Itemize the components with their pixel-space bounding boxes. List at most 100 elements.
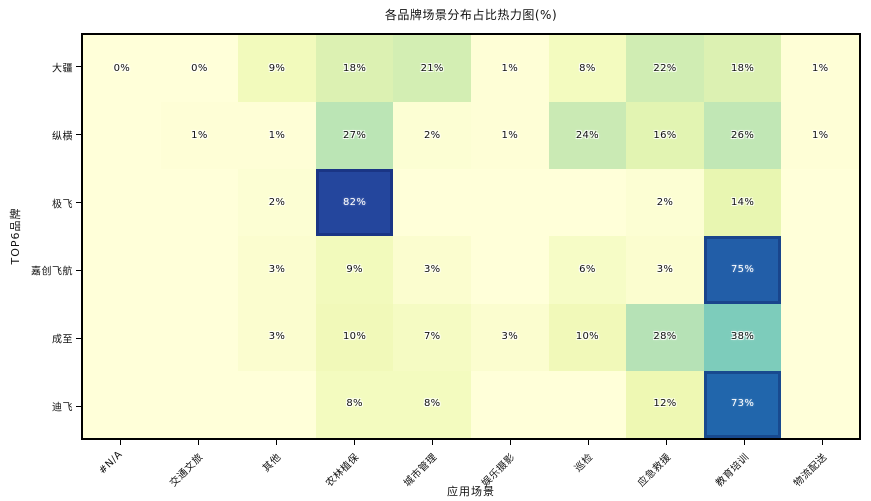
x-tick-label: #N/A: [97, 449, 125, 477]
heatmap-cell: 0%: [160, 35, 239, 103]
cell-value: 8%: [346, 398, 363, 410]
y-tick-mark: [76, 202, 81, 204]
cell-value: 3%: [501, 331, 519, 343]
y-tick-label: 极飞: [52, 199, 73, 211]
heatmap-cell: 12%: [626, 370, 704, 438]
heatmap-cell: 9%: [238, 35, 316, 103]
y-tick-label: 纵横: [52, 131, 73, 143]
heatmap-cell: 2%: [626, 169, 704, 237]
cell-value: 38%: [731, 331, 755, 343]
y-tick-mark: [76, 405, 81, 407]
heatmap-cell: 10%: [315, 303, 394, 371]
heatmap-cell: 8%: [315, 370, 394, 438]
y-tick-label: 大疆: [52, 63, 73, 75]
chart-title: 各品牌场景分布占比热力图(%): [384, 8, 558, 22]
heatmap-cell: [160, 303, 239, 371]
cell-value: 7%: [423, 331, 441, 343]
cell-value: 12%: [653, 398, 677, 410]
cell-value: 28%: [653, 331, 677, 343]
heatmap-cell: [781, 236, 859, 304]
cell-value: 1%: [501, 62, 519, 74]
heatmap-cell: [548, 169, 627, 237]
cell-value: 1%: [811, 129, 829, 141]
cell-value: 73%: [731, 398, 755, 410]
cell-value: 21%: [420, 62, 444, 74]
heatmap-cell: [83, 169, 161, 237]
y-tick-mark: [76, 66, 81, 68]
heatmap-cell: [470, 236, 549, 304]
heatmap-cell: [781, 169, 859, 237]
y-axis-title: TOP6品牌: [9, 207, 22, 265]
x-tick-mark: [197, 440, 199, 445]
cell-value: 3%: [268, 331, 286, 343]
heatmap-cell: [781, 303, 859, 371]
y-tick-label: 嘉创飞航: [31, 266, 73, 278]
cell-value: 9%: [346, 264, 363, 276]
heatmap-cell: 0%: [83, 35, 161, 103]
heatmap-cell: 75%: [703, 236, 782, 304]
cell-value: 8%: [579, 62, 596, 74]
cell-value: 18%: [343, 62, 367, 74]
heatmap-cell: 10%: [548, 303, 627, 371]
cell-value: 24%: [575, 129, 599, 141]
heatmap-cell: 18%: [315, 35, 394, 103]
heatmap-cell: [238, 370, 316, 438]
heatmap-cell: 18%: [703, 35, 782, 103]
heatmap-cell: 24%: [548, 102, 627, 170]
heatmap-cell: 22%: [626, 35, 704, 103]
heatmap-cell: 26%: [703, 102, 782, 170]
x-tick-mark: [353, 440, 355, 445]
x-tick-mark: [587, 440, 589, 445]
cell-value: 16%: [653, 129, 677, 141]
heatmap-cell: 28%: [626, 303, 704, 371]
cell-value: 2%: [268, 196, 286, 208]
heatmap-cell: 2%: [393, 102, 471, 170]
heatmap-cell: 6%: [548, 236, 627, 304]
heatmap-cell: 1%: [781, 35, 859, 103]
heatmap-cell: 27%: [315, 102, 394, 170]
heatmap-cell: 2%: [238, 169, 316, 237]
x-tick-mark: [119, 440, 121, 445]
heatmap-cell: [83, 236, 161, 304]
cell-value: 14%: [731, 196, 755, 208]
cell-value: 27%: [343, 129, 367, 141]
cell-value: 26%: [731, 129, 755, 141]
heatmap-cell: 73%: [703, 370, 782, 438]
heatmap-cell: 3%: [393, 236, 471, 304]
cell-value: 3%: [656, 264, 674, 276]
heatmap-cell: 8%: [393, 370, 471, 438]
cell-value: 22%: [653, 62, 677, 74]
heatmap-cell: [83, 303, 161, 371]
heatmap-cell: 1%: [470, 102, 549, 170]
cell-value: 75%: [731, 264, 755, 276]
x-tick-mark: [743, 440, 745, 445]
y-tick-label: 成至: [52, 334, 73, 346]
heatmap-cell: 3%: [238, 236, 316, 304]
heatmap-cell: 82%: [315, 169, 394, 237]
heatmap-cell: 1%: [781, 102, 859, 170]
heatmap-plot-area: 0% 0% 9% 18% 21% 1% 8% 22% 18% 1% 1% 1% 27% 2% 1% 24% 16…: [81, 33, 861, 440]
heatmap-cell: 3%: [238, 303, 316, 371]
heatmap-cell: 21%: [393, 35, 471, 103]
heatmap-cell: [470, 169, 549, 237]
heatmap-cell: 1%: [470, 35, 549, 103]
heatmap-cell: 1%: [160, 102, 239, 170]
heatmap-cell: 14%: [703, 169, 782, 237]
heatmap-cell: [83, 370, 161, 438]
heatmap-cell: 38%: [703, 303, 782, 371]
cell-value: 9%: [268, 62, 286, 74]
cell-value: 1%: [191, 129, 208, 141]
heatmap-cell: 7%: [393, 303, 471, 371]
y-tick-label: 迪飞: [52, 402, 73, 414]
cell-value: 10%: [575, 331, 599, 343]
x-axis-title: 应用场景: [447, 485, 495, 498]
heatmap-cell: 9%: [315, 236, 394, 304]
x-tick-mark: [509, 440, 511, 445]
cell-value: 1%: [811, 62, 829, 74]
heatmap-cell: 3%: [626, 236, 704, 304]
cell-value: 8%: [423, 398, 441, 410]
cell-value: 18%: [731, 62, 755, 74]
heatmap-cell: [160, 169, 239, 237]
heatmap-cell: [83, 102, 161, 170]
cell-value: 3%: [423, 264, 441, 276]
